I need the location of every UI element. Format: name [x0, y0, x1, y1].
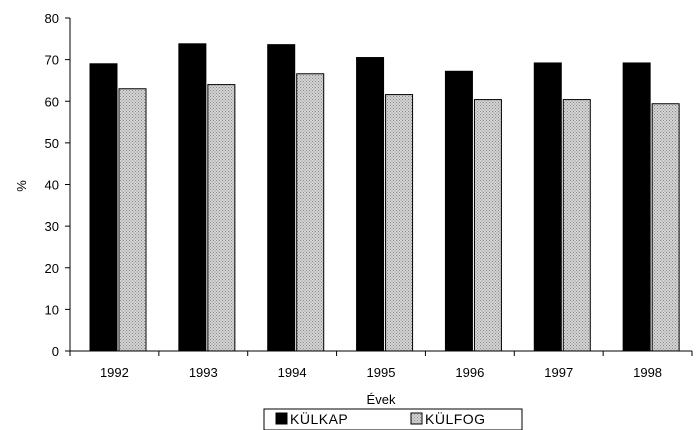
legend-swatch-kulkap: [275, 412, 288, 425]
y-tick-label-70: 70: [45, 53, 59, 68]
bar-külfog-1997: [562, 99, 591, 352]
x-tick-label-1998: 1998: [633, 365, 662, 380]
y-tick-label-20: 20: [45, 261, 59, 276]
x-tick-label-1993: 1993: [189, 365, 218, 380]
bar-külfog-1996: [473, 99, 502, 352]
x-axis-title: Évek: [367, 392, 396, 407]
y-tick-label-50: 50: [45, 136, 59, 151]
legend-label-kulfog: KÜLFOG: [425, 410, 486, 427]
bar-külkap-1997: [533, 62, 562, 352]
bar-külfog-1992: [118, 88, 147, 352]
x-tick-label-1992: 1992: [100, 365, 129, 380]
legend: KÜLKAP KÜLFOG: [263, 408, 523, 430]
y-tick-label-80: 80: [45, 11, 59, 26]
bar-külfog-1998: [651, 103, 680, 352]
bar-külfog-1994: [296, 73, 325, 352]
bar-külkap-1995: [356, 57, 385, 352]
x-tick-label-1997: 1997: [544, 365, 573, 380]
y-tick-label-0: 0: [52, 344, 59, 359]
bar-külfog-1995: [385, 94, 414, 352]
bar-külkap-1998: [622, 62, 651, 352]
y-tick-label-60: 60: [45, 94, 59, 109]
y-tick-label-30: 30: [45, 219, 59, 234]
bar-külfog-1993: [207, 84, 236, 352]
y-tick-label-40: 40: [45, 178, 59, 193]
legend-box: [263, 408, 523, 430]
y-axis-title: %: [14, 180, 29, 192]
bar-külkap-1996: [444, 70, 473, 352]
y-tick-label-10: 10: [45, 302, 59, 317]
legend-swatch-kulfog: [410, 412, 423, 425]
legend-label-kulkap: KÜLKAP: [290, 410, 348, 427]
x-tick-label-1996: 1996: [455, 365, 484, 380]
bar-külkap-1993: [178, 43, 207, 352]
bar-külkap-1992: [89, 63, 118, 352]
bar-külkap-1994: [267, 44, 296, 352]
x-tick-label-1994: 1994: [278, 365, 307, 380]
x-tick-label-1995: 1995: [367, 365, 396, 380]
